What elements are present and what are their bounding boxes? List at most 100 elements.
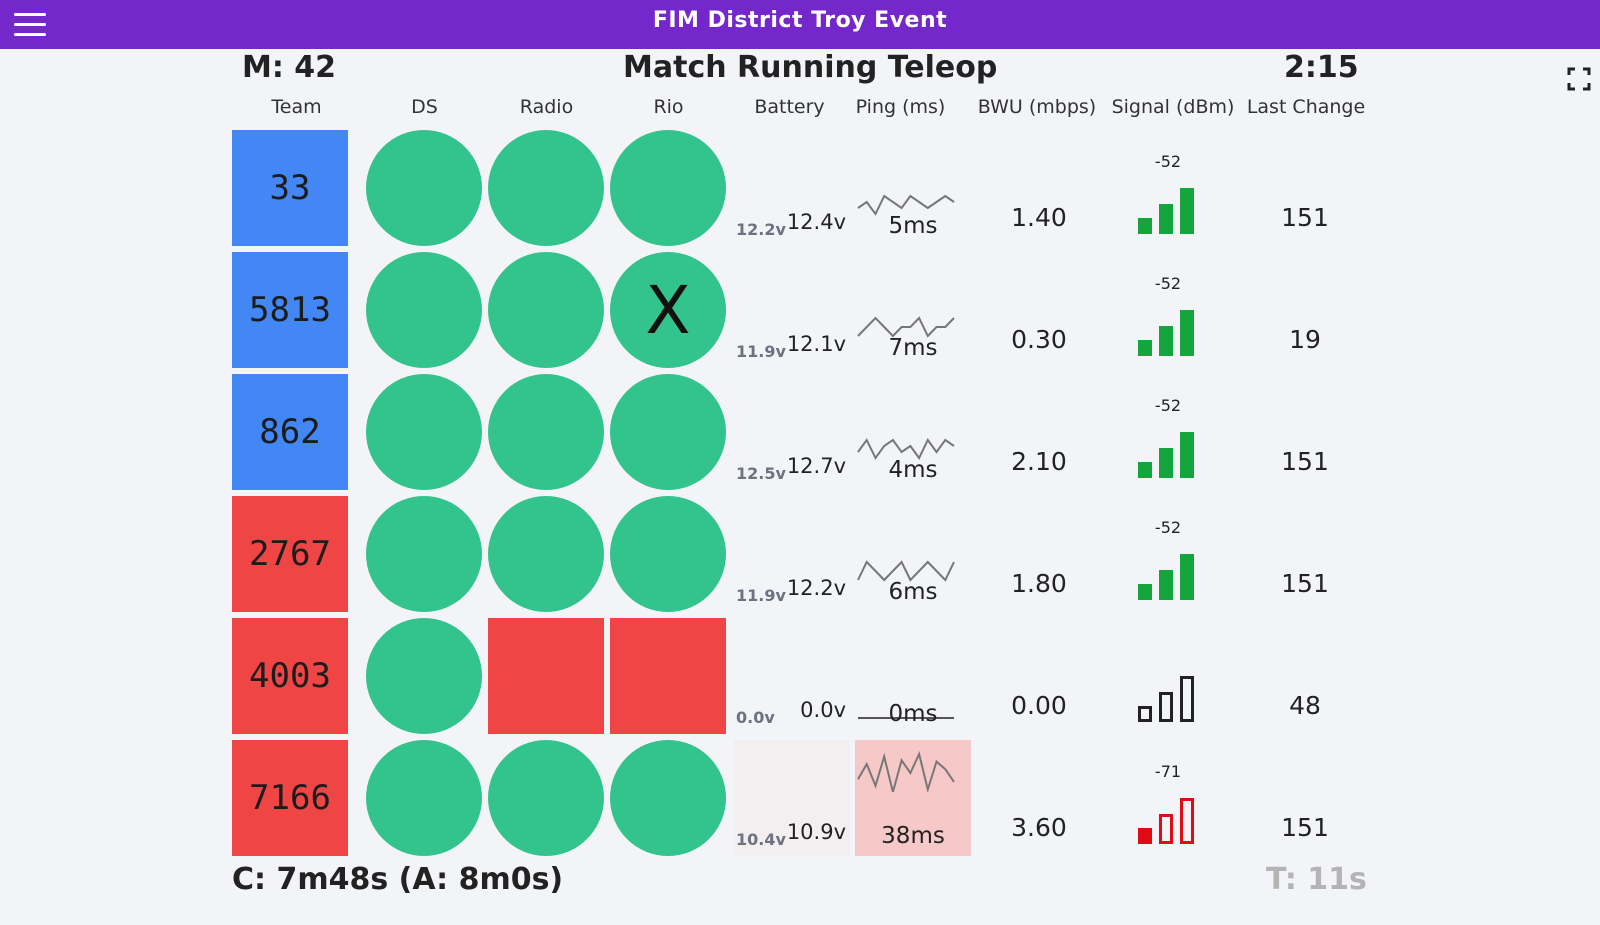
- radio-status[interactable]: [488, 130, 604, 246]
- last-change-value: 151: [1281, 203, 1329, 232]
- signal-dbm: -52: [1154, 518, 1182, 537]
- last-change-value: 48: [1289, 691, 1321, 720]
- rio-status[interactable]: [610, 496, 726, 612]
- battery-cell: 12.2v 12.4v: [734, 130, 850, 246]
- team-number-cell[interactable]: 7166: [232, 740, 348, 856]
- signal-strength-icon: [1138, 676, 1194, 722]
- column-header-last-change: Last Change: [1246, 96, 1366, 118]
- signal-bar: [1180, 676, 1194, 722]
- signal-bar: [1180, 554, 1194, 600]
- last-change-value: 151: [1281, 447, 1329, 476]
- column-header-bwu: BWU (mbps): [977, 96, 1097, 118]
- signal-cell: -52: [1108, 252, 1228, 368]
- signal-cell: -52: [1108, 496, 1228, 612]
- last-change-value: 19: [1289, 325, 1321, 354]
- ping-value: 38ms: [881, 823, 945, 849]
- ping-trend-sparkline: [857, 316, 955, 338]
- ping-value: 4ms: [888, 457, 938, 483]
- signal-bar: [1180, 188, 1194, 234]
- transition-timer: T: 11s: [1266, 862, 1367, 897]
- signal-bar: [1138, 828, 1152, 844]
- radio-status[interactable]: [488, 618, 604, 734]
- bwu-value: 0.00: [1011, 691, 1067, 720]
- cycle-time: C: 7m48s (A: 8m0s): [232, 862, 564, 897]
- rio-status[interactable]: [610, 618, 726, 734]
- signal-strength-icon: [1138, 310, 1194, 356]
- rio-status[interactable]: [610, 740, 726, 856]
- rio-status[interactable]: [610, 374, 726, 490]
- rio-status[interactable]: [610, 130, 726, 246]
- bwu-value: 1.40: [1011, 203, 1067, 232]
- ds-status[interactable]: [366, 740, 482, 856]
- battery-voltage: 10.9v: [786, 820, 846, 844]
- radio-status[interactable]: [488, 252, 604, 368]
- ping-cell: 7ms: [855, 252, 971, 368]
- signal-bar: [1159, 692, 1173, 722]
- ping-trend-line: [857, 750, 955, 792]
- team-number-cell[interactable]: 33: [232, 130, 348, 246]
- signal-bar: [1159, 448, 1173, 478]
- signal-bar: [1159, 814, 1173, 844]
- column-header-team: Team: [271, 96, 322, 118]
- ping-trend-line: [857, 438, 955, 460]
- match-number: M: 42: [242, 50, 337, 85]
- signal-cell: -52: [1108, 130, 1228, 246]
- ds-status[interactable]: [366, 618, 482, 734]
- battery-cell: 10.4v 10.9v: [734, 740, 850, 856]
- app-title: FIM District Troy Event: [652, 8, 948, 33]
- signal-strength-icon: [1138, 554, 1194, 600]
- battery-voltage: 12.2v: [786, 576, 846, 600]
- battery-voltage: 0.0v: [800, 698, 846, 722]
- signal-strength-icon: [1138, 188, 1194, 234]
- signal-cell: -52: [1108, 374, 1228, 490]
- ping-cell: 5ms: [855, 130, 971, 246]
- column-header-radio: Radio: [519, 96, 574, 118]
- signal-bar: [1180, 432, 1194, 478]
- signal-bar: [1159, 204, 1173, 234]
- ds-status[interactable]: [366, 252, 482, 368]
- battery-min-voltage: 0.0v: [736, 708, 775, 727]
- ds-status[interactable]: [366, 374, 482, 490]
- signal-bar: [1138, 218, 1152, 234]
- ping-value: 0ms: [888, 701, 938, 727]
- team-number-cell[interactable]: 862: [232, 374, 348, 490]
- column-header-signal: Signal (dBm): [1111, 96, 1235, 118]
- match-status: Match Running Teleop: [623, 50, 998, 85]
- signal-bar: [1159, 570, 1173, 600]
- battery-voltage: 12.7v: [786, 454, 846, 478]
- battery-min-voltage: 12.2v: [736, 220, 786, 239]
- column-header-battery: Battery: [754, 96, 825, 118]
- radio-status[interactable]: [488, 496, 604, 612]
- signal-bar: [1138, 706, 1152, 722]
- ping-trend-line: [857, 316, 955, 338]
- ping-trend-sparkline: [857, 750, 955, 792]
- last-change-value: 151: [1281, 569, 1329, 598]
- signal-bar: [1180, 798, 1194, 844]
- battery-voltage: 12.1v: [786, 332, 846, 356]
- radio-status[interactable]: [488, 740, 604, 856]
- fullscreen-icon[interactable]: [1567, 67, 1591, 91]
- team-number-cell[interactable]: 2767: [232, 496, 348, 612]
- ping-value: 5ms: [888, 213, 938, 239]
- ds-status[interactable]: [366, 496, 482, 612]
- signal-bar: [1180, 310, 1194, 356]
- signal-dbm: -52: [1154, 152, 1182, 171]
- ping-cell: 4ms: [855, 374, 971, 490]
- signal-cell: [1108, 618, 1228, 734]
- team-number-cell[interactable]: 5813: [232, 252, 348, 368]
- radio-status[interactable]: [488, 374, 604, 490]
- bwu-value: 1.80: [1011, 569, 1067, 598]
- column-header-rio: Rio: [653, 96, 684, 118]
- battery-min-voltage: 12.5v: [736, 464, 786, 483]
- signal-dbm: -71: [1154, 762, 1182, 781]
- ping-trend-line: [857, 560, 955, 582]
- bwu-value: 0.30: [1011, 325, 1067, 354]
- ds-status[interactable]: [366, 130, 482, 246]
- team-number-cell[interactable]: 4003: [232, 618, 348, 734]
- battery-min-voltage: 11.9v: [736, 342, 786, 361]
- rio-status[interactable]: X: [610, 252, 726, 368]
- signal-dbm: -52: [1154, 396, 1182, 415]
- hamburger-menu-icon[interactable]: [14, 13, 46, 37]
- column-header-ds: DS: [411, 96, 438, 118]
- signal-dbm: -52: [1154, 274, 1182, 293]
